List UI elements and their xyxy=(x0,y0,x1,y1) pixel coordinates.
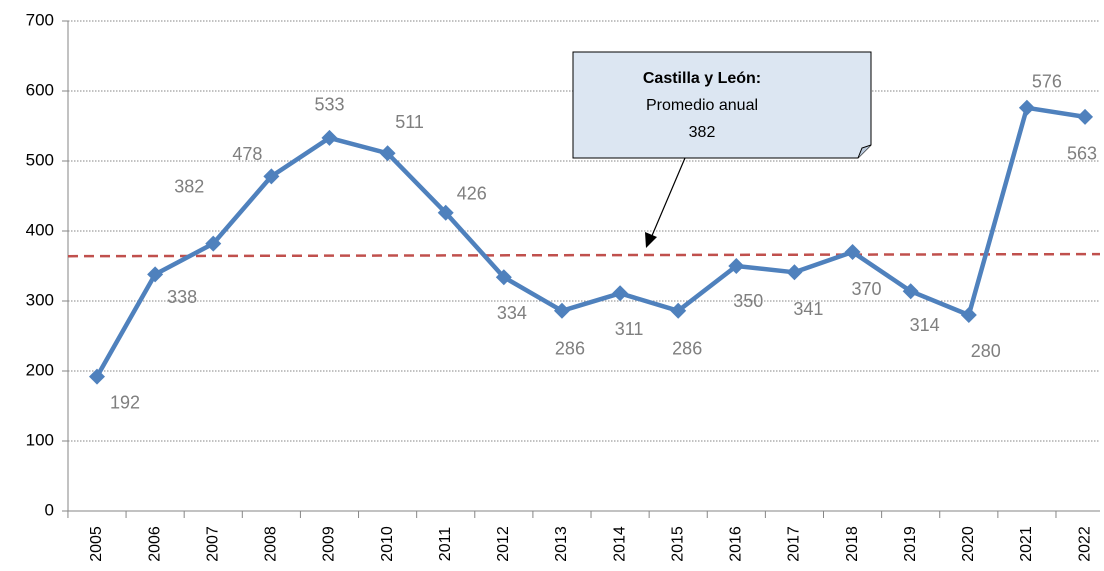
data-label: 382 xyxy=(174,176,204,196)
y-tick-label: 500 xyxy=(26,150,54,169)
annotation-text: Promedio anual xyxy=(646,97,758,114)
marker xyxy=(728,258,745,274)
data-label: 511 xyxy=(395,112,424,132)
reference-line xyxy=(67,252,1101,258)
annotation-title: Castilla y León: xyxy=(643,70,761,87)
marker xyxy=(263,168,280,185)
data-label: 338 xyxy=(167,287,197,307)
annotation: Castilla y León: Promedio anual 382 xyxy=(572,51,872,248)
data-label: 370 xyxy=(852,279,882,299)
x-tick-label: 2021 xyxy=(1018,526,1035,562)
x-tick-label: 2006 xyxy=(146,526,163,562)
x-tick-label: 2015 xyxy=(669,526,686,562)
marker xyxy=(379,145,396,162)
x-tick-label: 2020 xyxy=(960,526,977,562)
x-tick-label: 2012 xyxy=(495,526,512,562)
x-tick-label: 2009 xyxy=(321,526,338,562)
data-label: 334 xyxy=(497,303,527,323)
data-label: 280 xyxy=(971,341,1001,361)
data-label: 426 xyxy=(457,184,487,204)
data-label: 576 xyxy=(1032,72,1062,92)
x-tick-label: 2018 xyxy=(844,526,861,562)
data-label: 478 xyxy=(232,144,262,164)
data-label: 563 xyxy=(1067,144,1097,164)
data-label: 286 xyxy=(672,339,702,359)
x-tick-label: 2013 xyxy=(553,526,570,562)
callout-fold xyxy=(857,144,872,159)
x-tick-label: 2016 xyxy=(728,526,745,562)
marker xyxy=(844,244,861,260)
marker xyxy=(553,302,570,319)
data-label: 350 xyxy=(733,291,763,311)
plot: 0 100 200 300 400 500 600 700 2005 2006 2007 2008 20… xyxy=(26,10,1101,562)
y-tick-label: 400 xyxy=(26,220,54,239)
y-tick-label: 300 xyxy=(26,290,54,309)
marker xyxy=(1077,108,1094,125)
marker xyxy=(147,266,164,283)
x-tick-label: 2010 xyxy=(379,526,396,562)
callout-arrow xyxy=(650,157,686,239)
y-tick-label: 0 xyxy=(45,500,54,519)
data-label: 286 xyxy=(555,339,585,359)
data-label: 311 xyxy=(615,319,644,339)
data-label: 314 xyxy=(910,315,940,335)
x-tick-label: 2005 xyxy=(88,526,105,562)
marker xyxy=(960,307,977,323)
x-tick-label: 2011 xyxy=(437,527,454,562)
data-label: 341 xyxy=(793,299,823,319)
marker xyxy=(902,283,919,300)
series-line xyxy=(95,105,1086,378)
x-tick-label: 2019 xyxy=(902,526,919,562)
marker xyxy=(612,285,629,302)
x-tick-label: 2022 xyxy=(1076,526,1093,562)
arrow-head xyxy=(645,232,657,248)
marker xyxy=(495,269,512,286)
marker xyxy=(786,264,803,281)
x-tick-label: 2017 xyxy=(786,526,803,562)
marker xyxy=(437,204,454,221)
marker xyxy=(670,302,687,319)
x-tick-label: 2014 xyxy=(611,526,628,562)
y-tick-label: 200 xyxy=(26,360,54,379)
annotation-value: 382 xyxy=(689,124,716,141)
marker xyxy=(1018,99,1035,116)
marker xyxy=(89,368,105,385)
y-tick-label: 100 xyxy=(26,430,54,449)
x-tick-label: 2008 xyxy=(263,526,280,562)
y-tick-label: 600 xyxy=(26,80,54,99)
x-tick-label: 2007 xyxy=(204,526,221,562)
data-label: 192 xyxy=(110,392,140,412)
y-tick-label: 700 xyxy=(26,10,54,29)
marker xyxy=(205,235,222,252)
marker xyxy=(321,129,338,146)
data-label: 533 xyxy=(314,95,344,115)
